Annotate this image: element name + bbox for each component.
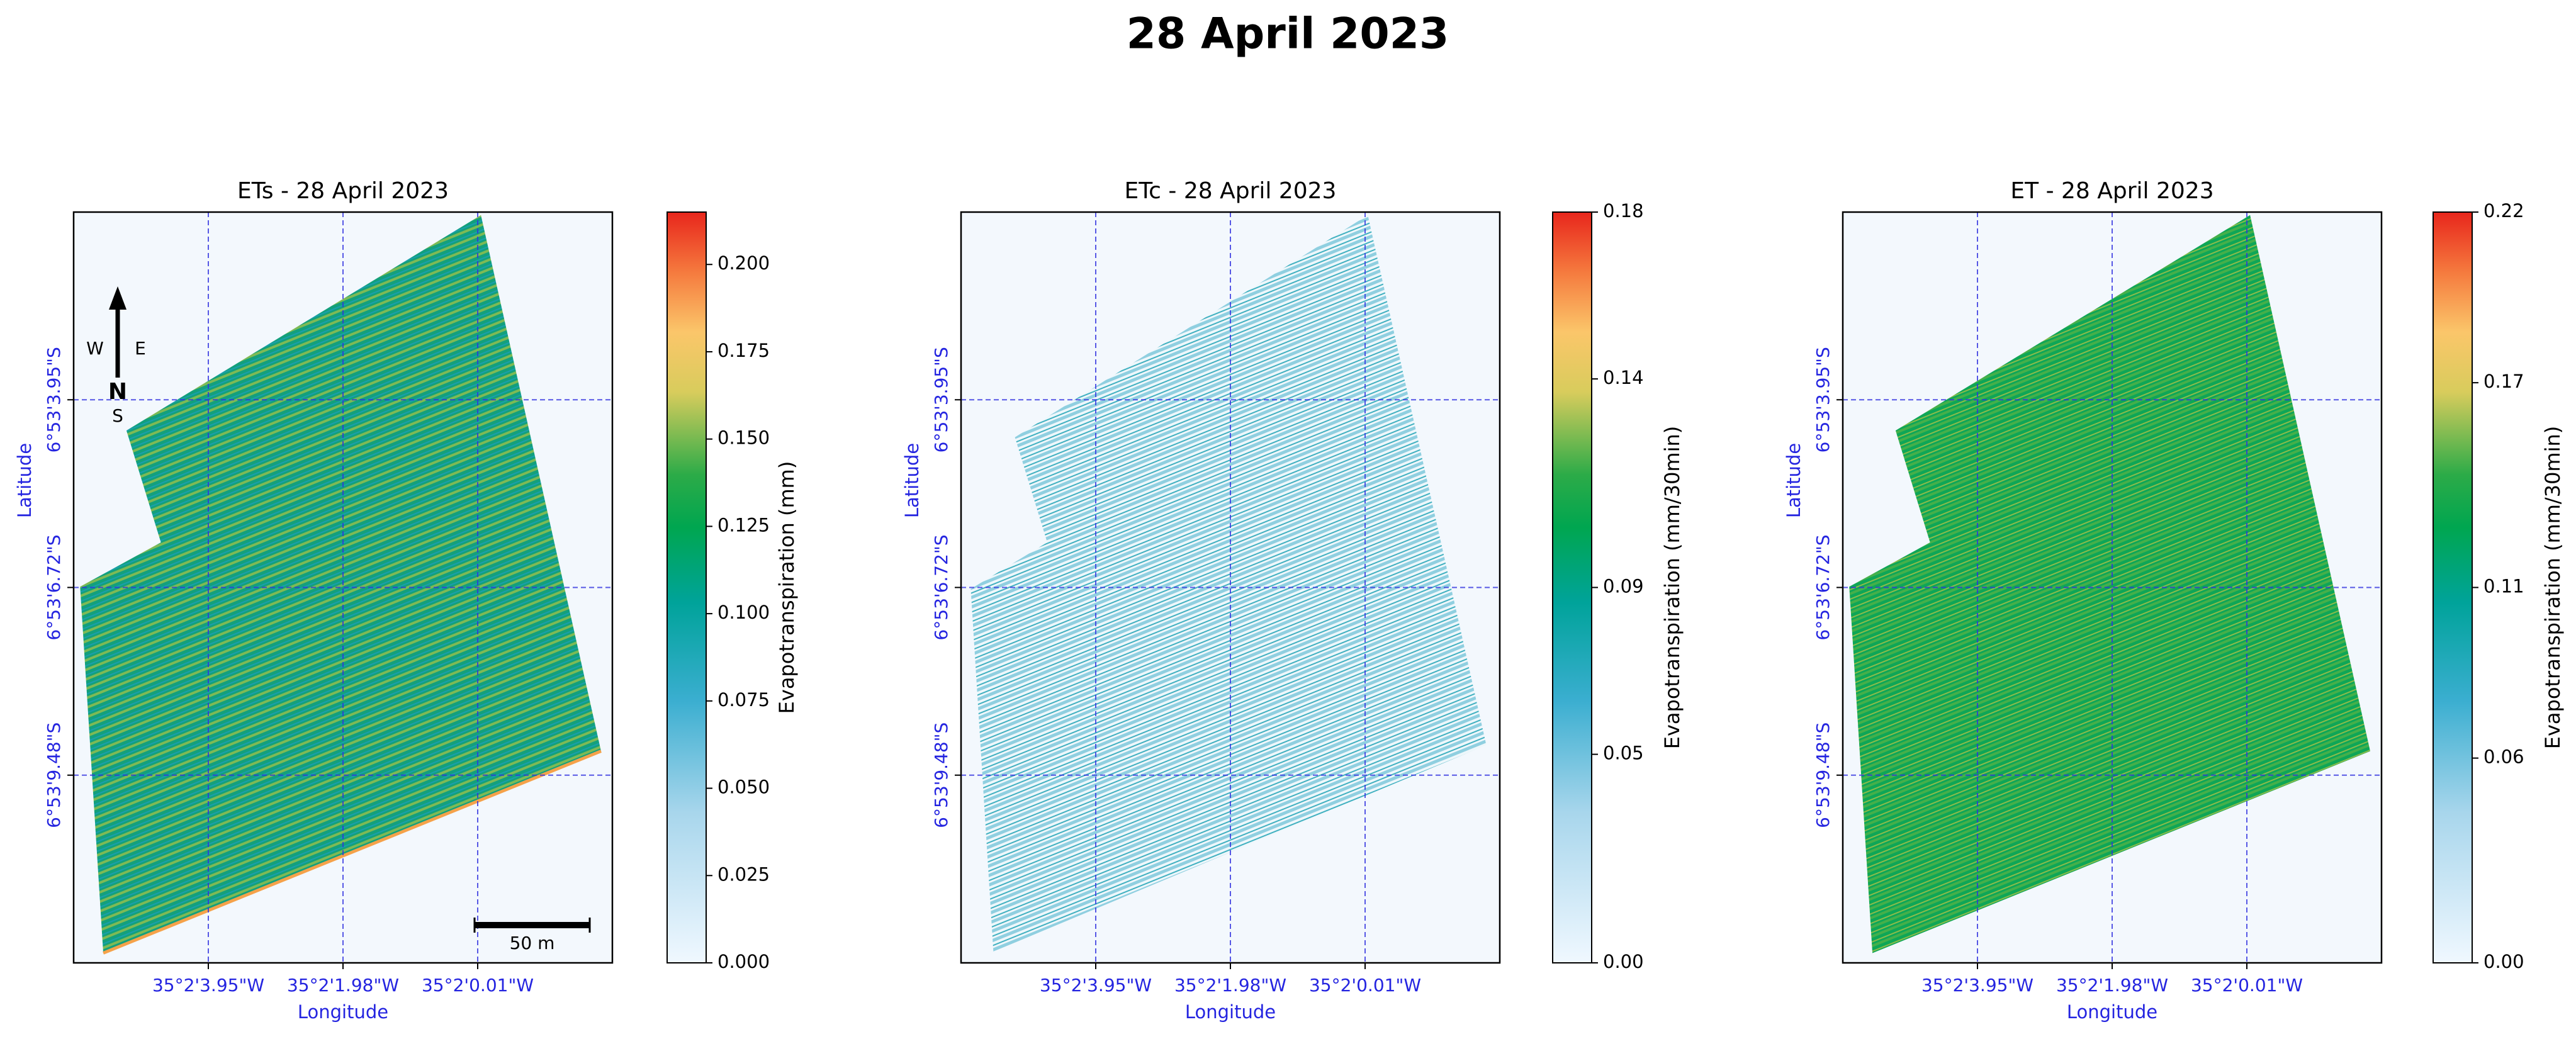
colorbar (666, 211, 707, 963)
colorbar (2433, 211, 2473, 963)
y-tick-label: 6°53'6.72"S (43, 534, 64, 640)
colorbar-tick-label: 0.075 (717, 689, 770, 710)
y-tick-label: 6°53'6.72"S (931, 534, 952, 640)
x-tick-label: 35°2'3.95"W (1921, 975, 2033, 996)
scale-bar (475, 922, 590, 928)
colorbar-tick-label: 0.150 (717, 427, 770, 449)
colorbar-tick-label: 0.100 (717, 602, 770, 623)
colorbar-tick-label: 0.050 (717, 777, 770, 798)
colorbar-label: Evapotranspiration (mm/30min) (2541, 426, 2565, 750)
y-tick-label: 6°53'9.48"S (43, 722, 64, 828)
colorbar-tick-label: 0.18 (1603, 200, 1644, 222)
colorbar-tick-label: 0.17 (2483, 371, 2524, 392)
colorbar-label: Evapotranspiration (mm/30min) (1660, 426, 1684, 750)
colorbar-tick-label: 0.125 (717, 514, 770, 536)
y-tick-label: 6°53'6.72"S (1813, 534, 1833, 640)
colorbar-label: Evapotranspiration (mm) (775, 461, 799, 714)
panel-title: ET - 28 April 2023 (2010, 178, 2213, 204)
colorbar-tick-label: 0.200 (717, 252, 770, 274)
y-tick-label: 6°53'3.95"S (1813, 347, 1833, 452)
y-tick-label: 6°53'3.95"S (931, 347, 952, 452)
north-arrow-head (109, 286, 127, 310)
y-tick-label: 6°53'9.48"S (1813, 722, 1833, 828)
colorbar-tick-label: 0.09 (1603, 576, 1644, 597)
colorbar-tick-label: 0.06 (2483, 746, 2524, 768)
colorbar-tick-label: 0.00 (2483, 951, 2524, 972)
y-axis-label: Latitude (901, 443, 923, 518)
field-edge (103, 750, 602, 955)
y-axis-label: Latitude (14, 443, 35, 518)
x-tick-label: 35°2'0.01"W (422, 975, 534, 996)
y-tick-label: 6°53'3.95"S (43, 347, 64, 452)
colorbar-tick-label: 0.11 (2483, 576, 2524, 597)
x-tick-label: 35°2'1.98"W (1174, 975, 1286, 996)
x-axis-label: Longitude (2067, 1001, 2157, 1023)
colorbar-tick-label: 0.00 (1603, 951, 1644, 972)
x-tick-label: 35°2'1.98"W (287, 975, 399, 996)
x-axis-label: Longitude (298, 1001, 388, 1023)
x-tick-label: 35°2'0.01"W (2191, 975, 2303, 996)
x-axis-label: Longitude (1185, 1001, 1276, 1023)
colorbar-tick-label: 0.025 (717, 863, 770, 885)
colorbar-tick-label: 0.05 (1603, 743, 1644, 764)
north-arrow-e: E (135, 338, 146, 359)
colorbar-tick-label: 0.22 (2483, 200, 2524, 222)
scale-bar-label: 50 m (510, 933, 555, 953)
panel-title: ETc - 28 April 2023 (1125, 178, 1337, 204)
colorbar-tick-label: 0.000 (717, 951, 770, 972)
y-axis-label: Latitude (1783, 443, 1804, 518)
y-tick-label: 6°53'9.48"S (931, 722, 952, 828)
colorbar-tick-label: 0.14 (1603, 367, 1644, 388)
x-tick-label: 35°2'1.98"W (2056, 975, 2168, 996)
figure-title: 28 April 2023 (1127, 9, 1449, 59)
colorbar-tick-label: 0.175 (717, 340, 770, 361)
x-tick-label: 35°2'0.01"W (1309, 975, 1421, 996)
x-tick-label: 35°2'3.95"W (152, 975, 264, 996)
north-arrow-s: S (112, 405, 123, 426)
north-arrow-w: W (86, 338, 104, 359)
x-tick-label: 35°2'3.95"W (1040, 975, 1152, 996)
panel-title: ETs - 28 April 2023 (237, 178, 449, 204)
colorbar (1552, 211, 1592, 963)
north-arrow-n: N (108, 379, 127, 405)
